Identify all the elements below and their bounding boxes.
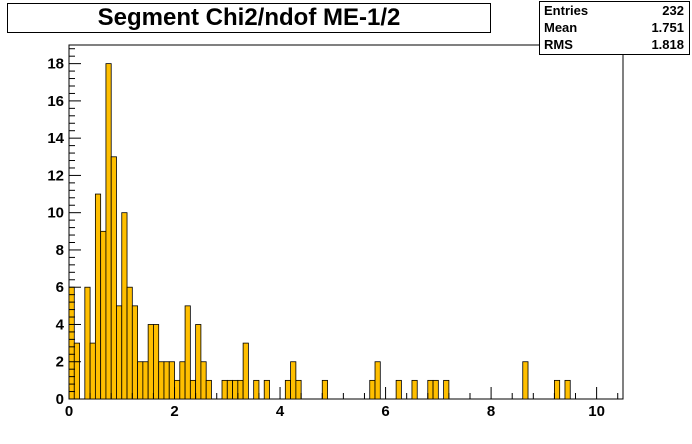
histogram-bar — [263, 379, 270, 400]
stats-row-rms: RMS 1.818 — [540, 36, 689, 53]
y-tick-label: 6 — [56, 279, 64, 296]
y-tick-label: 12 — [47, 167, 64, 184]
x-tick-label: 0 — [65, 403, 73, 420]
histogram-bar — [221, 379, 228, 400]
histogram-bar — [68, 286, 75, 400]
histogram-bar — [295, 379, 302, 400]
histogram-bar — [147, 324, 154, 400]
y-tick-label: 10 — [47, 205, 64, 222]
histogram-bar — [395, 379, 402, 400]
histogram-bar — [432, 379, 439, 400]
x-tick-label: 8 — [487, 403, 495, 420]
histogram-bar — [121, 212, 128, 400]
histogram-bar — [94, 193, 102, 400]
stats-entries-label: Entries — [544, 3, 589, 18]
histogram-bar — [100, 230, 107, 400]
histogram-bar — [205, 379, 212, 400]
histogram-bar — [564, 379, 571, 400]
stats-mean-label: Mean — [544, 20, 578, 35]
stats-mean-value: 1.751 — [651, 20, 684, 35]
stats-rms-label: RMS — [544, 37, 573, 52]
histogram-bar — [73, 342, 80, 400]
x-tick-label: 2 — [170, 403, 178, 420]
histogram-bar — [242, 342, 249, 400]
y-tick-label: 14 — [47, 130, 64, 147]
histogram-bar — [116, 305, 123, 400]
chart-title: Segment Chi2/ndof ME-1/2 — [7, 3, 491, 33]
y-tick-label: 0 — [56, 391, 64, 408]
histogram-bar — [522, 361, 529, 400]
stats-entries-value: 232 — [662, 3, 684, 18]
stats-row-mean: Mean 1.751 — [540, 19, 689, 36]
histogram-bar — [89, 342, 96, 400]
x-tick-label: 4 — [276, 403, 285, 420]
histogram-bar — [443, 379, 450, 400]
histogram-bar — [237, 379, 244, 400]
histogram-bar — [168, 361, 175, 400]
y-tick-label: 8 — [56, 242, 64, 259]
histogram-bar — [427, 379, 434, 400]
histogram-bar — [554, 379, 561, 400]
histogram-bar — [158, 361, 165, 400]
histogram-bar — [84, 286, 91, 400]
histogram-bar — [226, 379, 233, 400]
y-tick-label: 2 — [56, 354, 64, 371]
histogram-bar — [374, 361, 381, 400]
x-tick-label: 10 — [588, 403, 605, 420]
histogram-bar — [195, 324, 202, 400]
histogram-bar — [189, 379, 197, 400]
histogram-bar — [126, 286, 133, 400]
histogram-bar — [163, 361, 170, 400]
stats-row-entries: Entries 232 — [540, 2, 689, 19]
histogram-bar — [411, 379, 418, 400]
histogram-bar — [142, 361, 149, 400]
stats-box: Entries 232 Mean 1.751 RMS 1.818 — [539, 1, 690, 55]
x-tick-label: 6 — [381, 403, 389, 420]
histogram-bar — [253, 379, 260, 400]
histogram-bar — [290, 361, 297, 400]
histogram-bar — [321, 379, 328, 400]
y-tick-label: 16 — [47, 93, 64, 110]
histogram-bar — [131, 305, 138, 400]
y-tick-label: 18 — [47, 56, 64, 73]
histogram-bar — [137, 361, 144, 400]
stats-rms-value: 1.818 — [651, 37, 684, 52]
histogram-bar — [232, 379, 239, 400]
histogram-bar — [200, 361, 207, 400]
plot-frame — [68, 44, 624, 400]
histogram-bar — [284, 379, 292, 400]
histogram-bar — [105, 63, 112, 400]
histogram-bar — [184, 305, 191, 400]
histogram-bar — [369, 379, 376, 400]
histogram-bar — [174, 379, 181, 400]
y-tick-label: 4 — [56, 316, 65, 333]
histogram-bar — [110, 156, 117, 400]
histogram-bar — [153, 324, 160, 400]
histogram-bar — [179, 361, 186, 400]
